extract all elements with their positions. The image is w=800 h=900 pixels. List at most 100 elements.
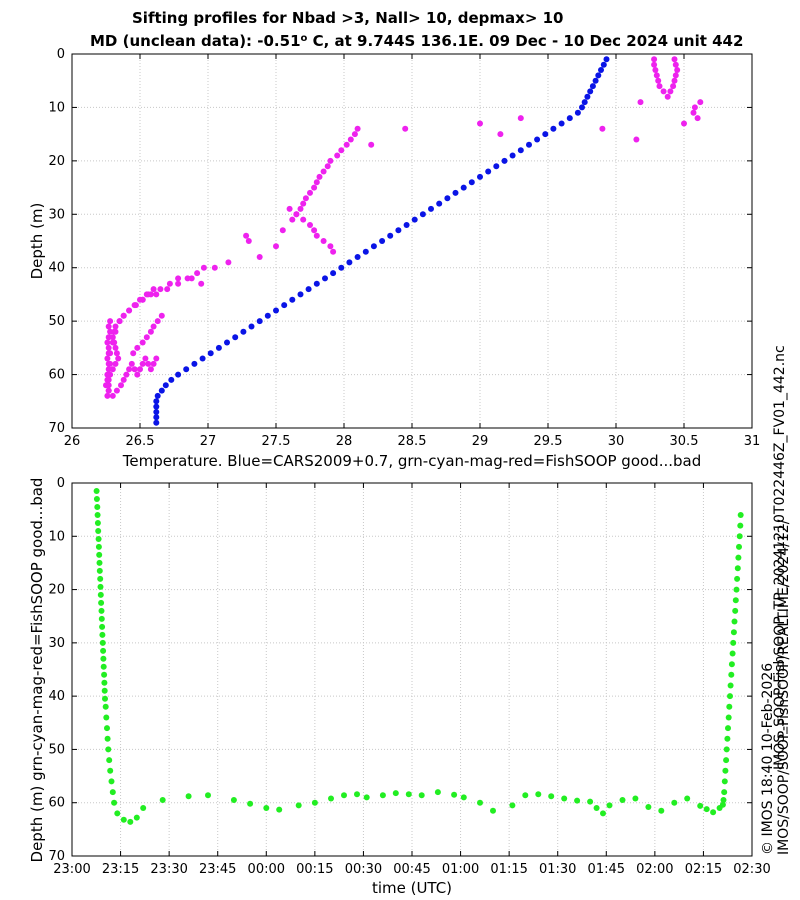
data-point xyxy=(104,376,111,383)
data-point xyxy=(651,61,658,68)
data-point xyxy=(97,583,104,590)
data-point xyxy=(354,254,361,260)
data-point xyxy=(289,296,296,303)
x-tick-label: 28.5 xyxy=(398,434,427,449)
x-tick-label: 00:15 xyxy=(296,862,333,877)
data-point xyxy=(731,618,738,625)
data-point xyxy=(566,115,573,122)
data-point xyxy=(727,682,734,689)
data-point xyxy=(116,318,123,325)
data-point xyxy=(697,99,704,106)
data-point xyxy=(733,586,740,593)
data-point xyxy=(104,725,110,732)
data-point xyxy=(175,280,182,287)
data-point xyxy=(542,131,549,138)
data-point xyxy=(728,671,735,678)
data-point xyxy=(105,387,112,394)
data-point xyxy=(150,286,157,293)
data-point xyxy=(672,61,679,68)
data-point xyxy=(535,791,542,798)
data-point xyxy=(112,344,119,351)
data-point xyxy=(232,334,239,341)
data-point xyxy=(550,125,557,132)
data-point xyxy=(655,77,662,84)
data-point xyxy=(548,793,555,800)
x-tick-label: 29.5 xyxy=(534,434,563,449)
data-point xyxy=(517,147,524,154)
data-point xyxy=(113,350,120,357)
data-point xyxy=(256,254,263,260)
data-point xyxy=(126,307,133,314)
temperature-depth-plot: 26 26.5 27 27.5 28 28.5 29 29.5 30 30.5 31 0 10 20 30 4… xyxy=(28,47,760,470)
data-point xyxy=(313,179,320,186)
data-point xyxy=(184,275,191,282)
x-axis-label: Temperature. Blue=CARS2009+0.7, grn-cyan… xyxy=(122,452,702,470)
data-point xyxy=(245,238,252,244)
y-tick-label: 0 xyxy=(57,476,65,491)
data-point xyxy=(322,275,328,282)
data-point xyxy=(139,296,146,303)
data-point xyxy=(112,323,119,330)
x-tick-label: 26.5 xyxy=(126,434,155,449)
data-point xyxy=(581,99,588,106)
data-point xyxy=(276,806,283,813)
data-point xyxy=(732,597,739,604)
data-point xyxy=(105,360,112,367)
data-point xyxy=(211,264,218,271)
data-point xyxy=(460,184,467,191)
data-point xyxy=(279,227,286,234)
data-point xyxy=(721,789,728,796)
data-point xyxy=(107,318,114,325)
data-point xyxy=(153,355,160,362)
data-point xyxy=(637,99,644,106)
data-point xyxy=(526,141,532,148)
data-point xyxy=(477,173,483,180)
data-point xyxy=(105,323,112,330)
data-point xyxy=(737,512,744,518)
data-point xyxy=(191,360,198,367)
data-point xyxy=(671,77,678,84)
data-point xyxy=(653,72,660,79)
data-point xyxy=(497,131,504,138)
data-point xyxy=(346,259,353,266)
data-point xyxy=(111,799,118,806)
y-tick-label: 30 xyxy=(48,207,65,222)
x-tick-label: 31 xyxy=(744,434,761,449)
data-point xyxy=(256,318,263,325)
data-point xyxy=(305,286,312,293)
data-point xyxy=(721,778,728,785)
data-point xyxy=(153,409,160,415)
data-point xyxy=(154,392,161,399)
data-point xyxy=(139,339,146,346)
data-point xyxy=(175,371,182,378)
x-tick-label: 02:30 xyxy=(733,862,770,877)
data-point xyxy=(452,189,459,196)
data-point xyxy=(694,115,701,122)
data-point xyxy=(97,575,104,582)
data-point xyxy=(451,791,458,798)
data-point xyxy=(561,795,568,802)
data-point xyxy=(205,792,211,799)
data-point xyxy=(354,125,361,132)
data-point xyxy=(230,797,237,803)
data-point xyxy=(143,334,150,341)
data-point xyxy=(592,77,599,84)
data-point xyxy=(153,403,160,410)
x-tick-label: 00:45 xyxy=(393,862,430,877)
data-point xyxy=(419,211,426,218)
data-point xyxy=(105,334,112,341)
data-point xyxy=(501,157,508,164)
data-point xyxy=(111,328,118,335)
data-point xyxy=(295,802,302,809)
data-point xyxy=(477,799,483,806)
data-point xyxy=(96,551,103,558)
data-point xyxy=(324,163,331,170)
data-point xyxy=(111,339,118,346)
data-point xyxy=(387,232,394,239)
data-point xyxy=(734,565,741,572)
chart-title-line2: MD (unclean data): -0.51o C, at 9.744S 1… xyxy=(90,32,743,50)
x-tick-label: 01:30 xyxy=(539,862,576,877)
x-tick-label: 01:45 xyxy=(588,862,625,877)
data-point xyxy=(142,355,149,362)
